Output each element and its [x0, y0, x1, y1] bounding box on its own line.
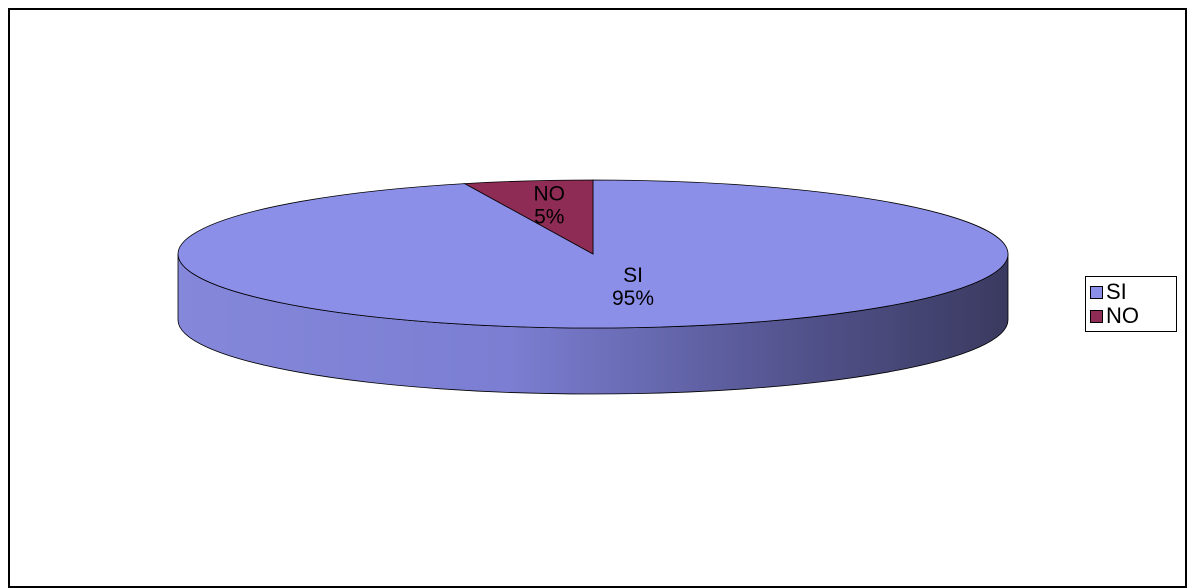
legend-label-no: NO — [1106, 303, 1139, 328]
chart-frame: SI 95% NO 5% SI NO — [8, 8, 1187, 588]
legend-swatch-no — [1090, 309, 1103, 323]
slice-label-si: SI 95% — [612, 264, 654, 310]
legend-swatch-si — [1090, 285, 1103, 299]
pie-slice-no — [463, 179, 594, 255]
legend-label-si: SI — [1106, 279, 1127, 304]
slice-label-no: NO 5% — [534, 183, 566, 229]
legend-item-no: NO — [1090, 304, 1172, 328]
pie-chart: SI 95% NO 5% — [177, 179, 1009, 395]
legend-item-si: SI — [1090, 280, 1172, 304]
legend: SI NO — [1085, 276, 1177, 332]
